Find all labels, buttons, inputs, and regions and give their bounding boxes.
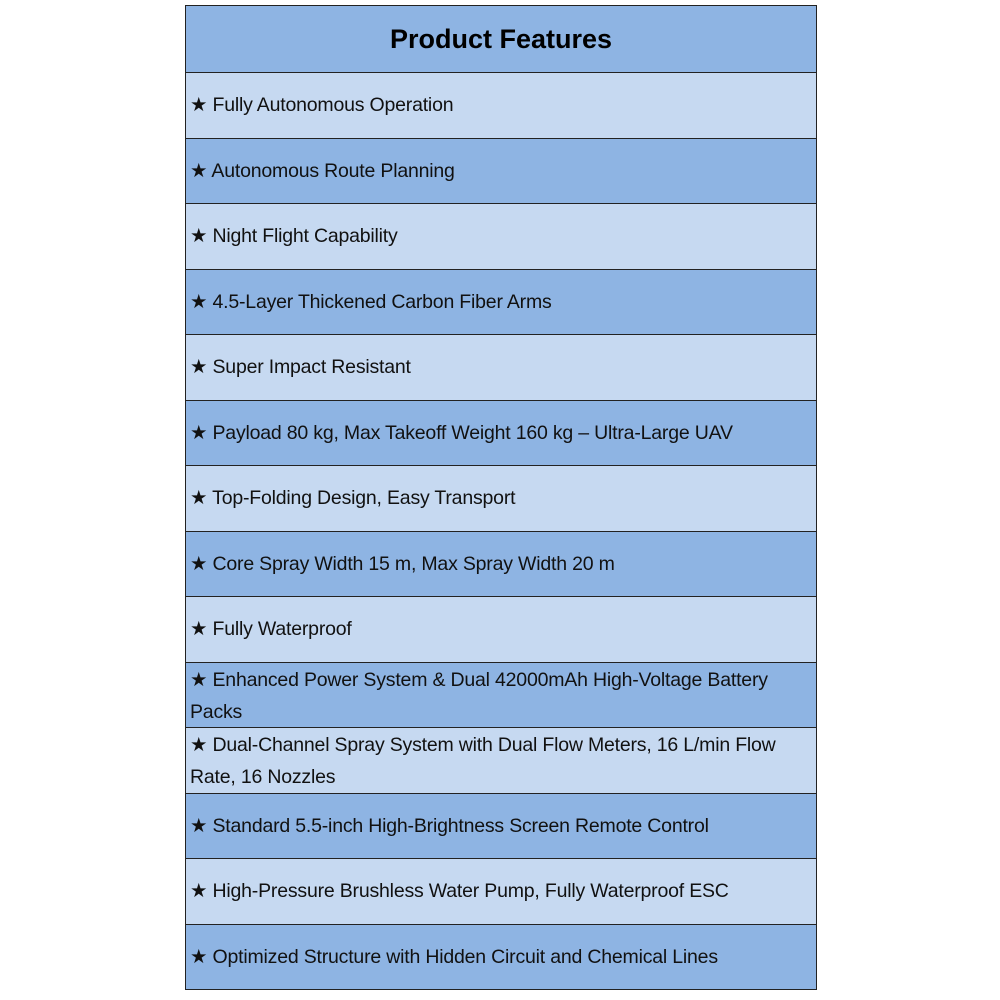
feature-row: ★ Top-Folding Design, Easy Transport (186, 466, 816, 532)
feature-row: ★ Autonomous Route Planning (186, 138, 816, 204)
feature-row: ★ Standard 5.5-inch High-Brightness Scre… (186, 793, 816, 859)
product-features-table: Product Features ★ Fully Autonomous Oper… (185, 5, 817, 990)
feature-row: ★ Optimized Structure with Hidden Circui… (186, 924, 816, 990)
feature-row: ★ 4.5-Layer Thickened Carbon Fiber Arms (186, 269, 816, 335)
table-title: Product Features (186, 6, 816, 73)
feature-row: ★ Fully Waterproof (186, 597, 816, 663)
feature-row: ★ Super Impact Resistant (186, 335, 816, 401)
feature-row: ★ Night Flight Capability (186, 204, 816, 270)
feature-row: ★ Fully Autonomous Operation (186, 73, 816, 139)
feature-row: ★ Payload 80 kg, Max Takeoff Weight 160 … (186, 400, 816, 466)
feature-row: ★ Dual-Channel Spray System with Dual Fl… (186, 728, 816, 794)
feature-row: ★ High-Pressure Brushless Water Pump, Fu… (186, 859, 816, 925)
feature-row: ★ Core Spray Width 15 m, Max Spray Width… (186, 531, 816, 597)
feature-row: ★ Enhanced Power System & Dual 42000mAh … (186, 662, 816, 728)
